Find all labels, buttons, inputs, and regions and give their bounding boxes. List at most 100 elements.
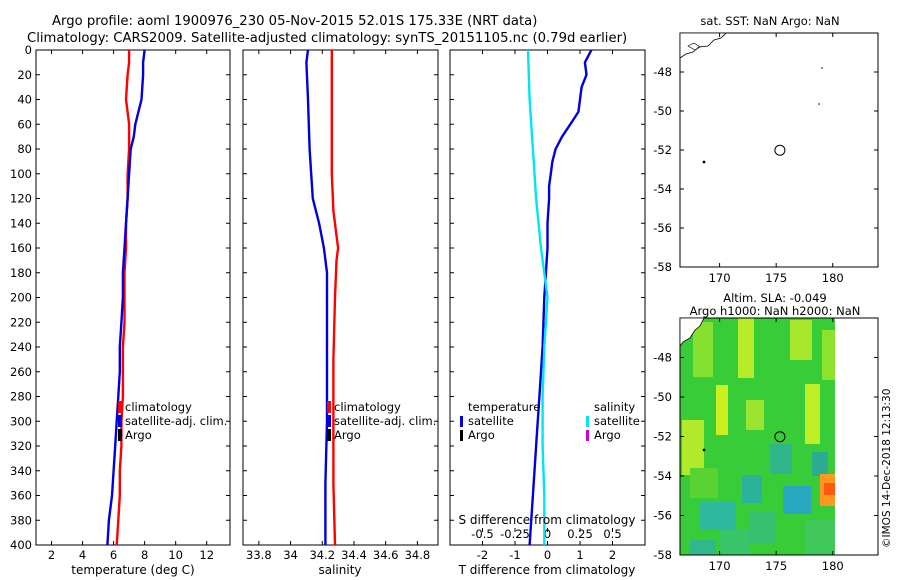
y-tick-label: 240 [10,340,32,354]
legend-swatch-temp-argo [460,430,463,441]
y-tick-label: 200 [10,291,32,305]
t-difference-label: T difference from climatology [458,563,636,577]
temperature-y-ticks: 0 20 40 60 80 100 120 140 160 180 200 220 240 260 280 3… [10,43,230,552]
sst-map-ticks: 170 175 180 -48 -50 -52 -54 -56 -58 [653,33,878,285]
x-tick-label: 34.4 [341,548,367,562]
y-tick-label: 160 [10,241,32,255]
temperature-panel: 0 20 40 60 80 100 120 140 160 180 200 220 240 260 280 3… [10,43,231,577]
map-y-tick-label: -58 [653,548,672,562]
y-tick-label: 100 [10,167,32,181]
y-tick-label: 280 [10,390,32,404]
x-tick-label: 34 [283,548,298,562]
x-tick-label: 34.6 [373,548,399,562]
sst-map-panel: sat. SST: NaN Argo: NaN 170 175 180 -48 -50 -… [653,14,879,285]
coastline-nz-south [679,32,727,59]
y-tick-label: 180 [10,266,32,280]
y-tick-label: 400 [10,538,32,552]
temperature-legend: climatology satellite-adj. clim. Argo [118,400,227,442]
legend-swatch-satellite-adj [327,415,331,427]
sla-heatmap [680,318,835,555]
salinity-x-label: salinity [318,563,361,577]
legend-title-temperature: temperature [468,400,540,414]
legend-title-salinity: salinity [594,400,635,414]
legend-label-sal-argo: Argo [594,428,621,442]
x-tick-label: 6 [110,548,117,562]
legend-swatch-satellite-adj [118,415,122,427]
sst-profile-marker [774,144,786,156]
map-y-tick-label: -56 [653,221,672,235]
salinity-ticks: 33.8 34 34.2 34.4 34.6 34.8 [243,49,438,562]
series-line-satellite-adj-clim- [305,50,329,545]
map-y-tick-label: -50 [653,104,672,118]
s-x-tick-label: -0.25 [500,527,530,541]
legend-swatch-argo [327,429,331,441]
sla-campbell-island [702,448,706,452]
map-y-tick-label: -54 [653,469,672,483]
y-tick-label: 300 [10,414,32,428]
s-x-tick-label: 0.25 [567,527,593,541]
x-tick-label: 0 [544,548,551,562]
sla-map-title-2: Argo h1000: NaN h2000: NaN [690,304,861,318]
y-tick-label: 120 [10,192,32,206]
legend-label-temp-satellite: satellite [468,414,514,428]
y-tick-label: 260 [10,365,32,379]
map-x-tick-label: 170 [709,271,731,285]
temperature-x-ticks: 2 4 6 8 10 12 [48,50,214,562]
legend-label-sal-satellite: satellite [594,414,640,428]
legend-swatch-temp-satellite [460,416,463,427]
x-tick-label: 2 [609,548,616,562]
series-line-satellite-adj-clim- [106,50,146,545]
salinity-panel: 33.8 34 34.2 34.4 34.6 34.8 climatology satel… [242,49,439,577]
legend-swatch-climatology [327,401,331,413]
series-line-salinity-satellite [526,50,549,545]
legend-label-climatology: climatology [334,400,401,414]
map-x-tick-label: 170 [709,559,731,573]
y-tick-label: 40 [17,93,32,107]
y-tick-label: 60 [17,117,32,131]
difference-lines [526,50,593,545]
legend-label-satellite-adj: satellite-adj. clim. [334,414,436,428]
series-line-climatology [115,50,131,545]
sla-map-title-1: Altim. SLA: -0.049 [723,291,827,305]
x-tick-label: -2 [477,548,488,562]
y-tick-label: 0 [25,43,32,57]
map-x-tick-label: 180 [822,271,844,285]
title-line-1: Argo profile: aoml 1900976_230 05-Nov-20… [52,14,537,29]
y-tick-label: 20 [17,68,32,82]
legend-swatch-climatology [118,401,122,413]
x-tick-label: 1 [576,548,583,562]
y-tick-label: 380 [10,513,32,527]
y-tick-label: 220 [10,315,32,329]
x-tick-label: 34.2 [309,548,335,562]
s-x-tick-label: 0 [544,527,551,541]
y-tick-label: 80 [17,142,32,156]
y-tick-label: 340 [10,464,32,478]
x-tick-label: 8 [141,548,148,562]
y-tick-label: 360 [10,489,32,503]
temperature-axes-box [35,49,231,546]
coastline-detail [687,42,701,51]
s-difference-label: S difference from climatology [459,513,636,527]
sst-map-box [679,32,879,268]
y-tick-label: 140 [10,216,32,230]
x-tick-label: 10 [168,548,183,562]
map-y-tick-label: -58 [653,260,672,274]
map-x-tick-label: 175 [765,559,787,573]
legend-label-satellite-adj: satellite-adj. clim. [125,414,227,428]
legend-label-argo: Argo [334,428,361,442]
temperature-lines [106,50,146,545]
map-y-tick-label: -48 [653,65,672,79]
series-line-climatology [330,50,340,545]
sla-map-panel: Altim. SLA: -0.049 Argo h1000: NaN h2000… [653,291,879,573]
islet-1 [821,67,823,69]
imos-watermark: ©IMOS 14-Dec-2018 12:13:30 [881,389,893,548]
legend-label-climatology: climatology [125,400,192,414]
legend-swatch-sal-satellite [586,416,589,427]
legend-label-argo: Argo [125,428,152,442]
x-tick-label: 34.8 [405,548,431,562]
campbell-island [702,160,706,164]
map-y-tick-label: -50 [653,390,672,404]
x-tick-label: 12 [199,548,214,562]
sla-coastline [679,317,705,348]
